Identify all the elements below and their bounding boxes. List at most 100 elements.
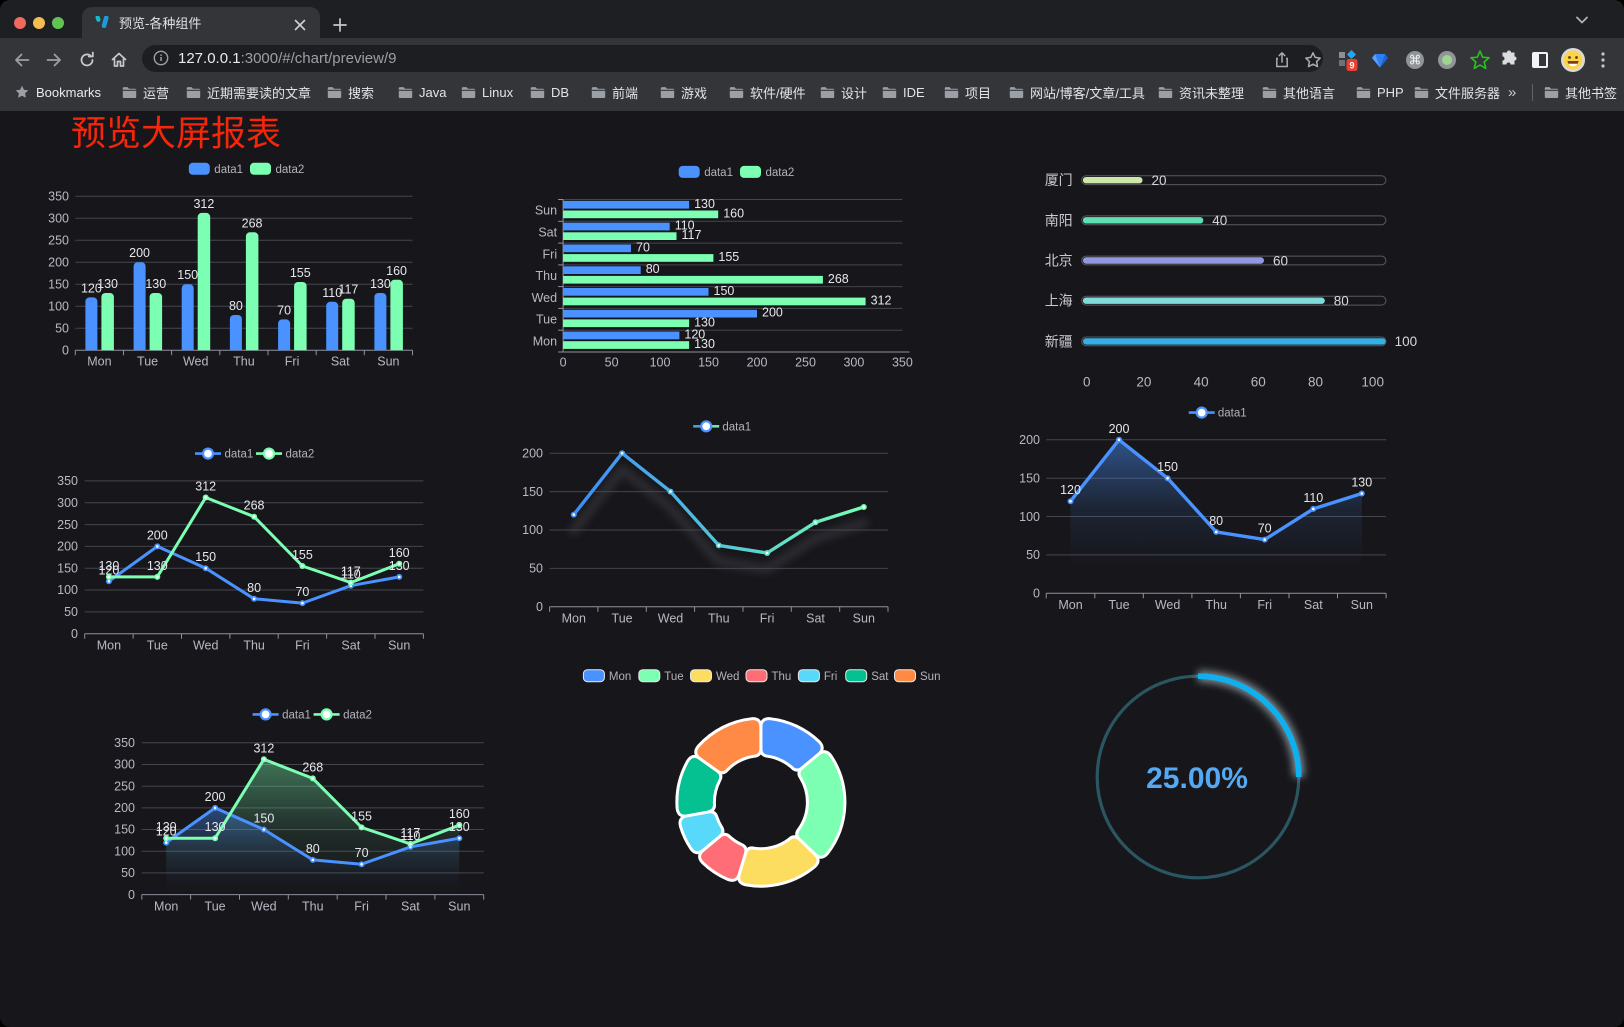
- svg-text:150: 150: [177, 268, 198, 282]
- svg-text:200: 200: [205, 790, 226, 804]
- svg-text:data1: data1: [225, 449, 254, 461]
- svg-text:50: 50: [121, 866, 135, 880]
- svg-text:0: 0: [1033, 587, 1040, 601]
- svg-text:60: 60: [1251, 375, 1266, 390]
- svg-text:155: 155: [351, 809, 372, 823]
- svg-text:60: 60: [1273, 253, 1288, 268]
- svg-text:100: 100: [57, 583, 78, 597]
- svg-text:130: 130: [1351, 476, 1372, 490]
- svg-text:Thu: Thu: [708, 612, 730, 626]
- svg-text:312: 312: [871, 294, 892, 308]
- svg-text:南阳: 南阳: [1045, 212, 1073, 228]
- svg-text:155: 155: [292, 548, 313, 562]
- svg-text:200: 200: [57, 540, 78, 554]
- svg-text:Wed: Wed: [1155, 598, 1181, 612]
- svg-text:268: 268: [242, 216, 263, 230]
- svg-text:9: 9: [1349, 61, 1354, 71]
- svg-text:300: 300: [48, 211, 69, 225]
- svg-text:25.00%: 25.00%: [1146, 762, 1248, 795]
- svg-text:Thu: Thu: [1205, 598, 1227, 612]
- svg-text:130: 130: [694, 315, 715, 329]
- svg-text:Sat: Sat: [538, 226, 557, 240]
- svg-text:Fri: Fri: [354, 900, 369, 914]
- svg-text:Thu: Thu: [243, 639, 265, 653]
- svg-text:200: 200: [747, 356, 768, 370]
- svg-text:80: 80: [229, 299, 243, 313]
- svg-text:130: 130: [145, 277, 166, 291]
- svg-text:160: 160: [386, 264, 407, 278]
- svg-text:data2: data2: [343, 710, 372, 722]
- svg-text:Tue: Tue: [205, 900, 226, 914]
- svg-text:350: 350: [48, 189, 69, 203]
- svg-text:上海: 上海: [1045, 293, 1073, 309]
- svg-text:Thu: Thu: [302, 900, 324, 914]
- svg-text:100: 100: [1395, 334, 1418, 349]
- svg-text:Wed: Wed: [193, 639, 219, 653]
- svg-text:Fri: Fri: [824, 671, 837, 683]
- svg-text:312: 312: [253, 741, 274, 755]
- svg-text:Wed: Wed: [658, 612, 684, 626]
- svg-text:Sat: Sat: [331, 355, 350, 369]
- svg-text:北京: 北京: [1045, 253, 1073, 269]
- svg-text:110: 110: [322, 286, 342, 300]
- svg-text:Tue: Tue: [664, 671, 683, 683]
- svg-text:0: 0: [536, 600, 543, 614]
- svg-text:Sun: Sun: [388, 639, 410, 653]
- svg-text:20: 20: [1136, 375, 1151, 390]
- svg-text:200: 200: [1019, 433, 1040, 447]
- svg-text:250: 250: [114, 779, 135, 793]
- svg-text:130: 130: [694, 197, 715, 211]
- svg-text:130: 130: [98, 559, 119, 573]
- svg-text:117: 117: [341, 565, 361, 579]
- svg-text:130: 130: [156, 820, 177, 834]
- svg-text:120: 120: [1060, 483, 1081, 497]
- svg-text:130: 130: [97, 277, 118, 291]
- svg-text:Mon: Mon: [533, 334, 557, 348]
- svg-text:50: 50: [64, 605, 78, 619]
- svg-text:120: 120: [684, 328, 705, 342]
- svg-text:Sat: Sat: [1304, 598, 1323, 612]
- svg-text:Mon: Mon: [609, 671, 631, 683]
- svg-text:20: 20: [1152, 173, 1167, 188]
- svg-text:0: 0: [1083, 375, 1091, 390]
- svg-text:117: 117: [682, 228, 702, 242]
- svg-text:Sun: Sun: [377, 355, 399, 369]
- svg-text:200: 200: [1109, 422, 1130, 436]
- svg-text:Sun: Sun: [920, 671, 940, 683]
- svg-text:312: 312: [193, 197, 214, 211]
- svg-text:Sun: Sun: [448, 900, 470, 914]
- svg-text:350: 350: [57, 474, 78, 488]
- svg-text:350: 350: [114, 736, 135, 750]
- svg-text:250: 250: [57, 518, 78, 532]
- svg-text:150: 150: [522, 485, 543, 499]
- svg-text:268: 268: [828, 272, 849, 286]
- svg-text:Mon: Mon: [562, 612, 586, 626]
- svg-text:200: 200: [114, 801, 135, 815]
- svg-text:117: 117: [338, 283, 358, 297]
- svg-text:110: 110: [341, 568, 361, 582]
- svg-text:70: 70: [355, 846, 369, 860]
- svg-text:150: 150: [195, 550, 216, 564]
- svg-text:⌘: ⌘: [1409, 53, 1422, 68]
- svg-text:Fri: Fri: [295, 639, 310, 653]
- svg-text:150: 150: [698, 356, 719, 370]
- svg-text:Wed: Wed: [183, 355, 209, 369]
- svg-text:100: 100: [1019, 510, 1040, 524]
- svg-text:150: 150: [1019, 471, 1040, 485]
- svg-text:Tue: Tue: [137, 355, 158, 369]
- svg-text:0: 0: [62, 343, 69, 357]
- svg-text:Wed: Wed: [532, 291, 558, 305]
- svg-text:200: 200: [147, 528, 168, 542]
- svg-text:120: 120: [156, 825, 177, 839]
- svg-text:Sat: Sat: [806, 612, 825, 626]
- svg-text:Mon: Mon: [154, 900, 178, 914]
- svg-text:data1: data1: [704, 167, 733, 179]
- svg-text:新疆: 新疆: [1045, 333, 1073, 349]
- svg-text:120: 120: [81, 281, 102, 295]
- svg-text:70: 70: [1258, 522, 1272, 536]
- svg-text:130: 130: [694, 337, 715, 351]
- svg-text:100: 100: [114, 844, 135, 858]
- svg-text:80: 80: [646, 262, 660, 276]
- svg-text:0: 0: [560, 356, 567, 370]
- svg-text:200: 200: [522, 446, 543, 460]
